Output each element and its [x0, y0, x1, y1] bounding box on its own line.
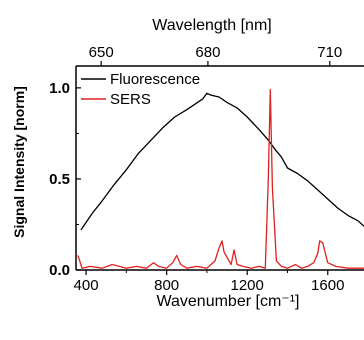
top-tick-label: 710 [317, 44, 342, 61]
y-tick-label: 1.0 [49, 80, 70, 97]
top-axis: 650 680 710 [76, 44, 364, 67]
legend-label-fluorescence: Fluorescence [110, 71, 200, 88]
x-tick-label: 1200 [231, 277, 264, 294]
x-axis: 400 800 1200 1600 [74, 270, 344, 294]
chart-title: Wavelength [nm] [152, 17, 271, 34]
y-tick-label: 0.0 [49, 262, 70, 279]
top-tick-label: 650 [89, 44, 114, 61]
series-line-fluorescence [80, 92, 364, 231]
x-tick-label: 1600 [311, 277, 344, 294]
y-tick-label: 0.5 [49, 171, 70, 188]
x-axis-label: Wavenumber [cm⁻¹] [157, 293, 300, 310]
legend-label-sers: SERS [110, 91, 151, 108]
legend: Fluorescence SERS [81, 71, 200, 108]
plot-lines [77, 89, 364, 269]
x-tick-label: 800 [154, 277, 179, 294]
series-line-sers [77, 89, 364, 269]
top-tick-label: 680 [195, 44, 220, 61]
x-tick-label: 400 [74, 277, 99, 294]
plot-frame [75, 66, 364, 271]
y-axis: 0.0 0.5 1.0 [49, 80, 81, 279]
y-axis-label: Signal Intensity [norm] [11, 86, 27, 238]
